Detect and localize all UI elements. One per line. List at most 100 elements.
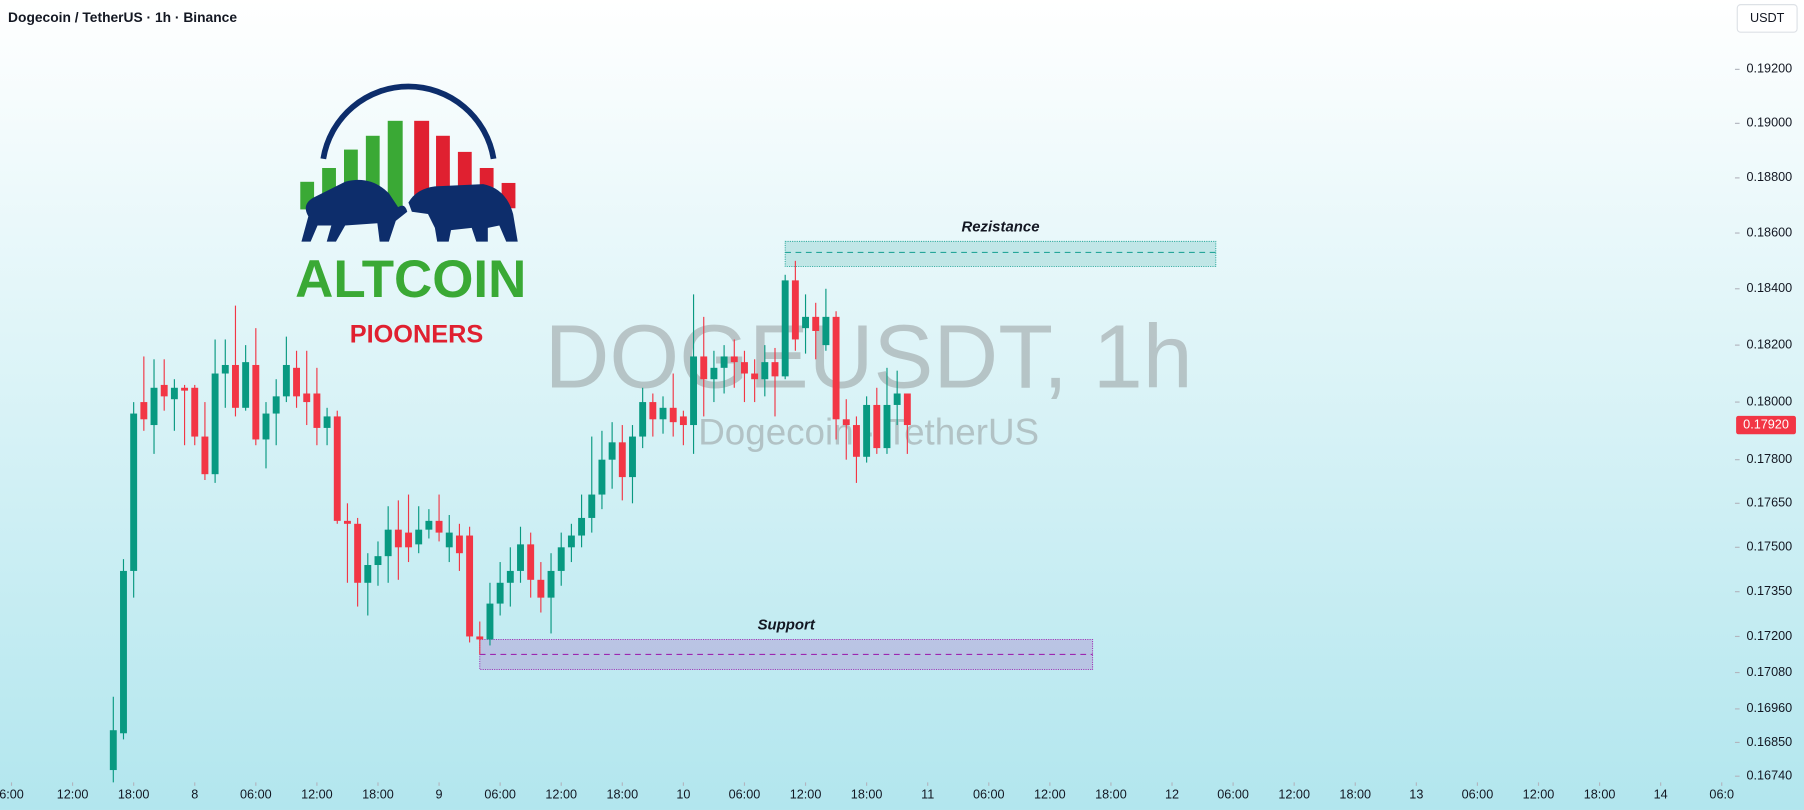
candle-body bbox=[761, 362, 769, 380]
zone-label: Rezistance bbox=[961, 219, 1039, 236]
zones: Rezistance Support bbox=[479, 219, 1217, 670]
x-tick-label: 06:0 bbox=[1709, 787, 1734, 801]
x-tick-label: 12:00 bbox=[790, 787, 822, 801]
candle-body bbox=[517, 544, 524, 571]
x-tick-label: 12 bbox=[1165, 787, 1179, 801]
x-tick-label: 18:00 bbox=[851, 787, 883, 801]
x-tick-label: 14 bbox=[1654, 787, 1668, 801]
x-tick-label: 8 bbox=[191, 787, 198, 801]
y-tick-label: 0.18600 bbox=[1746, 225, 1792, 239]
y-tick-label: 0.17650 bbox=[1746, 496, 1792, 510]
candle-body bbox=[405, 532, 412, 548]
candle-body bbox=[211, 373, 219, 475]
candle-body bbox=[710, 367, 718, 380]
logo-subtitle: PIOONERS bbox=[350, 321, 484, 349]
candle-body bbox=[170, 387, 178, 400]
candle-body bbox=[781, 280, 789, 377]
candle-body bbox=[496, 582, 504, 604]
y-tick-label: 0.19200 bbox=[1746, 62, 1792, 76]
x-tick-label: 12:00 bbox=[1278, 787, 1310, 801]
candle-body bbox=[842, 419, 850, 426]
candle-body bbox=[313, 393, 321, 428]
x-tick-label: 13 bbox=[1409, 787, 1423, 801]
candle-body bbox=[232, 364, 239, 408]
y-tick-label: 0.16740 bbox=[1746, 769, 1792, 783]
candle-body bbox=[455, 535, 463, 554]
candle-body bbox=[618, 442, 626, 478]
logo: ALTCOIN PIOONERS bbox=[295, 83, 526, 349]
candle-body bbox=[272, 396, 280, 414]
candle-body bbox=[863, 404, 871, 457]
candle-body bbox=[720, 356, 728, 368]
zone bbox=[784, 240, 1217, 267]
x-tick-label: 12:00 bbox=[1034, 787, 1066, 801]
x-tick-label: 12:00 bbox=[301, 787, 333, 801]
candle-body bbox=[140, 402, 148, 420]
candle-body bbox=[852, 425, 860, 457]
candle-body bbox=[567, 535, 575, 548]
candle-body bbox=[527, 544, 535, 580]
x-tick-label: 06:00 bbox=[484, 787, 516, 801]
candle-body bbox=[506, 570, 514, 583]
y-tick-label: 0.19000 bbox=[1746, 116, 1792, 130]
candle-body bbox=[883, 404, 891, 449]
x-tick-label: 12:00 bbox=[57, 787, 89, 801]
candle-body bbox=[333, 416, 341, 521]
candle-body bbox=[578, 517, 586, 536]
candle-body bbox=[293, 367, 300, 397]
x-tick-label: 18:00 bbox=[606, 787, 638, 801]
candle-body bbox=[476, 636, 484, 640]
candle-body bbox=[364, 565, 372, 583]
y-tick-label: 0.17350 bbox=[1746, 584, 1792, 598]
candle-body bbox=[669, 407, 677, 423]
candle-body bbox=[822, 316, 830, 346]
y-tick-label: 0.17800 bbox=[1746, 452, 1792, 466]
zone-label: Support bbox=[758, 617, 816, 634]
candle-body bbox=[832, 316, 840, 420]
candle-body bbox=[639, 402, 647, 437]
bull bbox=[301, 179, 408, 242]
candle-body bbox=[150, 387, 158, 426]
last-price-label: 0.17920 bbox=[1743, 417, 1789, 431]
candle-body bbox=[588, 494, 596, 518]
candle-body bbox=[415, 529, 423, 545]
candle-body bbox=[354, 523, 362, 583]
y-tick-label: 0.17080 bbox=[1746, 665, 1792, 679]
candle-body bbox=[557, 547, 565, 571]
candle-body bbox=[303, 393, 311, 403]
candle-body bbox=[700, 356, 708, 380]
candle-body bbox=[445, 532, 453, 548]
x-tick-label: 06:00 bbox=[1217, 787, 1249, 801]
chart-title: Dogecoin / TetherUS · 1h · Binance bbox=[8, 10, 237, 25]
candle-body bbox=[893, 393, 901, 405]
candle-body bbox=[791, 280, 799, 340]
y-tick-label: 0.18400 bbox=[1746, 281, 1792, 295]
candle-body bbox=[343, 520, 351, 524]
candle-body bbox=[629, 436, 636, 478]
x-tick-label: 06:00 bbox=[240, 787, 272, 801]
x-tick-label: 6:00 bbox=[0, 787, 24, 801]
x-tick-label: 12:00 bbox=[545, 787, 577, 801]
candle-body bbox=[191, 387, 199, 437]
candle-body bbox=[181, 387, 189, 391]
candle-body bbox=[537, 579, 545, 598]
candle-body bbox=[659, 407, 667, 420]
candle-body bbox=[323, 416, 331, 428]
candle-body bbox=[120, 570, 127, 734]
y-tick-label: 0.16850 bbox=[1746, 735, 1792, 749]
currency-box[interactable] bbox=[1736, 4, 1798, 33]
candle-body bbox=[160, 384, 168, 397]
candle-body bbox=[812, 316, 820, 331]
y-tick-label: 0.18200 bbox=[1746, 337, 1792, 351]
last-price-tag bbox=[1736, 415, 1796, 435]
candle-body bbox=[374, 556, 382, 566]
candle-body bbox=[435, 520, 443, 533]
x-tick-label: 10 bbox=[676, 787, 690, 801]
candle-body bbox=[201, 436, 209, 475]
currency[interactable]: USDT bbox=[1750, 11, 1785, 25]
candle-body bbox=[679, 416, 687, 426]
candle-body bbox=[802, 316, 809, 329]
